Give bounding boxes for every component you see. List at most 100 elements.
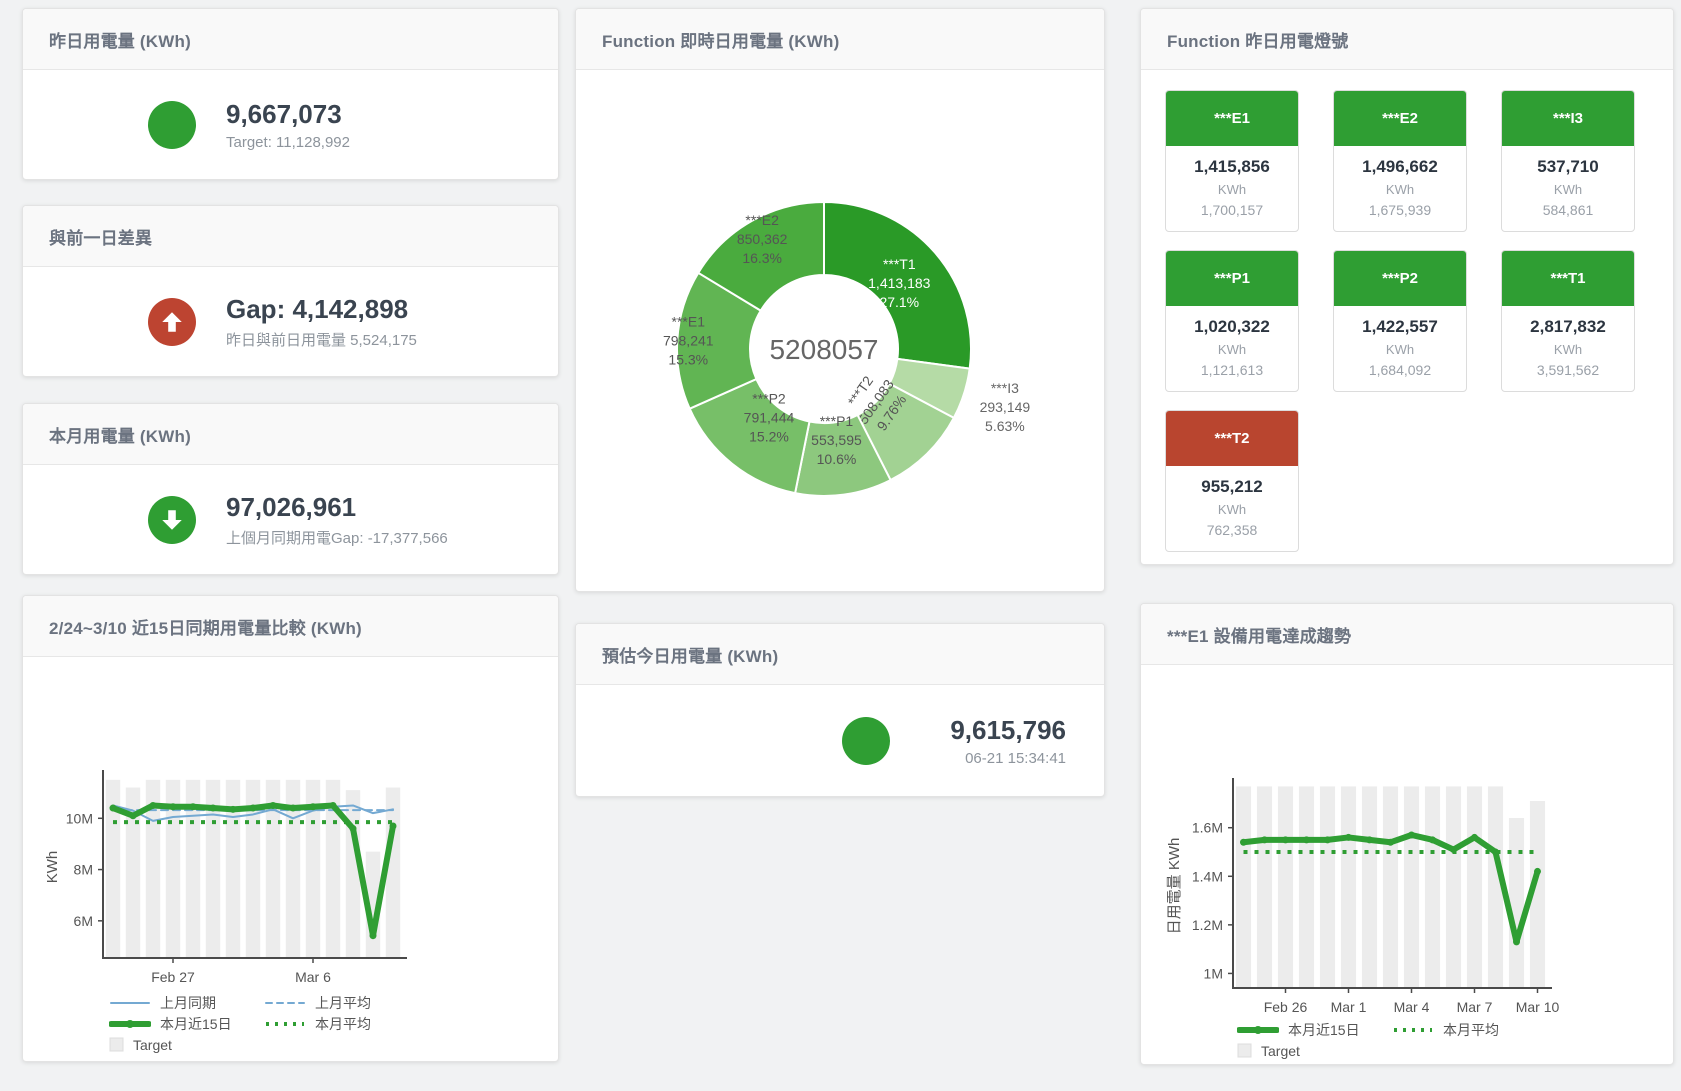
legend-label: 本月近15日: [1288, 1021, 1360, 1038]
target-bar: [1529, 801, 1546, 988]
legend-item[interactable]: 本月近15日: [109, 1013, 264, 1034]
legend-label: 本月平均: [315, 1015, 371, 1032]
target-bar: [285, 779, 301, 958]
x-tick-label: Mar 4: [1394, 999, 1430, 1015]
legend-item[interactable]: 上月平均: [264, 992, 419, 1013]
target-bar: [1424, 786, 1441, 988]
legend-item[interactable]: Target: [1237, 1040, 1392, 1061]
target-bar: [1403, 786, 1420, 988]
target-bar: [385, 787, 401, 958]
chart-legend: 上月同期 上月平均本月近15日 本月平均 Target: [109, 992, 449, 1055]
kpi-value: Gap: 4,142,898: [226, 293, 409, 324]
card-title: 昨日用電量 (KWh): [49, 31, 191, 51]
kpi-text: Gap: 4,142,898 昨日與前日用電量 5,524,175: [226, 294, 417, 350]
status-tile[interactable]: ***T2 955,212 KWh 762,358: [1165, 410, 1299, 552]
legend-label: 上月平均: [315, 994, 371, 1011]
x-tick-label: Mar 6: [295, 969, 331, 985]
target-bar: [125, 787, 141, 958]
legend-item[interactable]: 本月近15日: [1237, 1019, 1392, 1040]
donut-slice-label: ***T1 1,413,183 27.1%: [868, 256, 930, 310]
kpi-text: 97,026,961 上個月同期用電Gap: -17,377,566: [226, 492, 448, 548]
kpi-value: 97,026,961: [226, 491, 357, 522]
card-header: 與前一日差異: [23, 206, 558, 267]
target-bar: [165, 779, 181, 958]
donut-slice-E2[interactable]: [696, 200, 825, 313]
y-tick-label: 1.2M: [1192, 917, 1223, 933]
tile-target: 1,684,092: [1368, 362, 1432, 378]
arrow-up-icon: [148, 297, 196, 346]
y-tick-label: 8M: [74, 862, 93, 878]
status-tile[interactable]: ***I3 537,710 KWh 584,861: [1501, 90, 1635, 232]
legend-swatch: [109, 1037, 124, 1052]
donut-slice-E1[interactable]: [676, 271, 763, 411]
card-header: 昨日用電量 (KWh): [23, 9, 558, 70]
y-axis-label: KWh: [44, 851, 61, 884]
kpi-value: 9,667,073: [226, 98, 342, 129]
legend-item[interactable]: Target: [109, 1034, 264, 1055]
tile-unit: KWh: [1217, 502, 1247, 517]
tile-target: 1,121,613: [1200, 362, 1264, 378]
y-tick-label: 1.4M: [1192, 868, 1223, 884]
kpi-body: Gap: 4,142,898 昨日與前日用電量 5,524,175: [23, 267, 558, 376]
legend-label: Target: [133, 1036, 172, 1053]
tile-value: 537,710: [1537, 157, 1599, 176]
tile-target: 1,675,939: [1368, 202, 1432, 218]
donut-slice-label: ***P1 553,595 10.6%: [811, 413, 862, 467]
tile-value: 955,212: [1201, 477, 1263, 496]
target-bar: [225, 779, 241, 958]
legend-label: Target: [1261, 1042, 1300, 1059]
target-bar: [185, 779, 201, 958]
legend-swatch: [109, 1018, 151, 1030]
status-circle-icon: [842, 716, 891, 765]
status-tile[interactable]: ***P2 1,422,557 KWh 1,684,092: [1333, 250, 1467, 392]
donut-slice-label: ***I3 293,149 5.63%: [980, 380, 1031, 434]
legend-label: 本月平均: [1443, 1021, 1499, 1038]
target-bar: [1361, 786, 1378, 988]
tile-value: 1,496,662: [1362, 157, 1438, 176]
status-tile[interactable]: ***T1 2,817,832 KWh 3,591,562: [1501, 250, 1635, 392]
status-tile[interactable]: ***E2 1,496,662 KWh 1,675,939: [1333, 90, 1467, 232]
card-title: 2/24~3/10 近15日同期用電量比較 (KWh): [49, 618, 362, 638]
donut-center-total: 5208057: [769, 334, 878, 365]
legend-item[interactable]: 上月同期: [109, 992, 264, 1013]
tile-unit: KWh: [1553, 182, 1583, 197]
card-header: Function 即時日用電量 (KWh): [576, 9, 1104, 70]
x-tick-label: Feb 27: [151, 969, 195, 985]
status-circle-icon: [148, 100, 196, 149]
card-title: 與前一日差異: [49, 228, 153, 248]
card-title: ***E1 設備用電達成趨勢: [1167, 626, 1352, 646]
card-header: Function 昨日用電燈號: [1141, 9, 1673, 70]
target-bar: [1466, 786, 1483, 988]
tile-status-header: ***P1: [1166, 251, 1298, 306]
target-bar: [325, 779, 341, 958]
kpi-subtitle: Target: 11,128,992: [226, 133, 350, 151]
status-tile[interactable]: ***E1 1,415,856 KWh 1,700,157: [1165, 90, 1299, 232]
legend-swatch: [264, 997, 306, 1009]
status-tile[interactable]: ***P1 1,020,322 KWh 1,121,613: [1165, 250, 1299, 392]
legend-label: 上月同期: [160, 994, 216, 1011]
legend-item[interactable]: 本月平均: [1392, 1019, 1547, 1040]
y-tick-label: 1.6M: [1192, 820, 1223, 836]
tile-status-header: ***T1: [1502, 251, 1634, 306]
tile-value: 1,020,322: [1194, 317, 1270, 336]
donut-slice-label: ***P2 791,444 15.2%: [744, 391, 795, 445]
tile-unit: KWh: [1217, 342, 1247, 357]
card-today-estimate: 預估今日用電量 (KWh) 9,615,796 06-21 15:34:41: [575, 623, 1105, 797]
line-chart-15day-compare: 6M 8M 10M Feb 27 Mar 6 KWh: [44, 770, 407, 985]
tile-target: 1,700,157: [1200, 202, 1264, 218]
donut-chart: ***T1 1,413,183 27.1%***I3 293,149 5.63%***T…: [663, 200, 1031, 497]
legend-item[interactable]: 本月平均: [264, 1013, 419, 1034]
target-bar: [1256, 786, 1273, 988]
chart-legend: 本月近15日 本月平均 Target: [1237, 1019, 1577, 1061]
card-header: 本月用電量 (KWh): [23, 404, 558, 465]
kpi-body: 9,667,073 Target: 11,128,992: [23, 70, 558, 179]
kpi-body: 9,615,796 06-21 15:34:41: [576, 685, 1104, 796]
tile-target: 3,591,562: [1536, 362, 1600, 378]
tile-status-header: ***E1: [1166, 91, 1298, 146]
tile-unit: KWh: [1217, 182, 1247, 197]
legend-swatch: [109, 997, 151, 1009]
tile-value: 1,415,856: [1194, 157, 1270, 176]
legend-swatch: [1237, 1024, 1279, 1036]
donut-slice-T1[interactable]: [823, 200, 972, 370]
target-bar: [145, 779, 161, 958]
